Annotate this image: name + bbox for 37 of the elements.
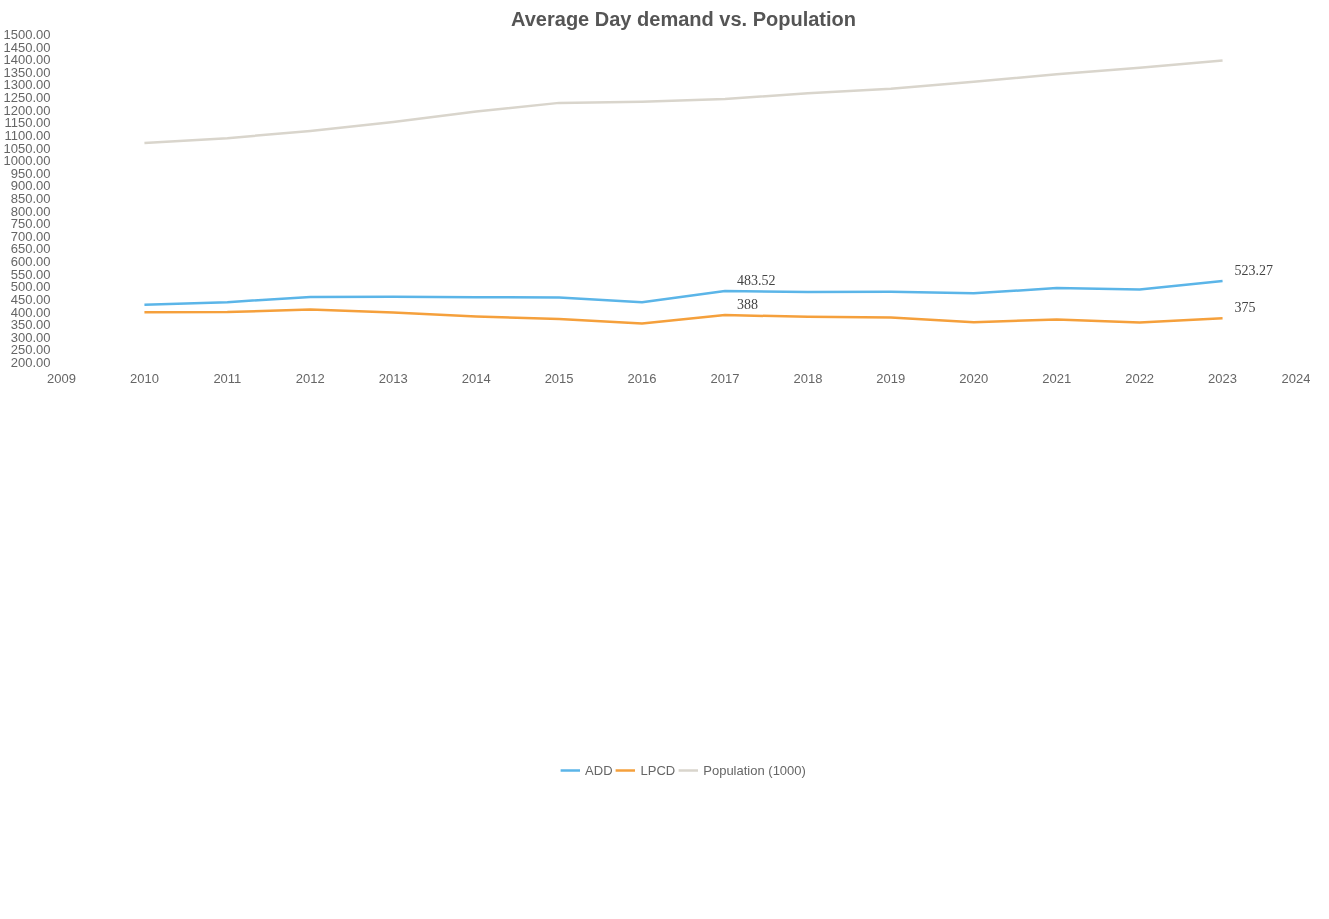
legend-label: ADD [585,762,613,778]
legend-label: Population (1000) [703,762,806,778]
data-label: 523.27 [1234,262,1274,278]
y-tick-label: 1050.00 [3,140,51,156]
y-tick-label: 1450.00 [3,39,51,55]
x-tick-label: 2012 [295,370,325,386]
x-tick-label: 2009 [47,370,76,386]
chart-title: Average Day demand vs. Population [511,7,856,30]
x-tick-label: 2021 [1042,370,1072,386]
y-tick-label: 900.00 [10,178,51,194]
y-tick-label: 250.00 [10,342,51,358]
x-tick-label: 2010 [129,370,159,386]
x-tick-label: 2024 [1281,370,1311,386]
x-tick-label: 2013 [378,370,408,386]
x-tick-label: 2016 [627,370,657,386]
y-tick-label: 650.00 [10,241,51,257]
y-tick-label: 850.00 [10,191,51,206]
legend-label: LPCD [640,762,676,778]
y-tick-label: 800.00 [10,203,51,219]
x-tick-label: 2023 [1208,370,1238,386]
x-tick-label: 2011 [213,370,242,386]
x-tick-label: 2019 [876,370,906,386]
line-series [143,59,1224,145]
y-tick-label: 1300.00 [3,77,51,93]
y-tick-label: 1500.00 [3,27,51,42]
x-tick-label: 2014 [461,370,491,386]
x-tick-label: 2017 [710,370,740,386]
x-tick-label: 2020 [959,370,989,386]
x-tick-label: 2018 [793,370,823,386]
x-tick-label: 2022 [1125,370,1155,386]
x-tick-label: 2015 [544,370,574,386]
data-label: 388 [736,297,758,313]
line-series [143,308,1224,325]
y-tick-label: 200.00 [10,355,51,370]
data-label: 375 [1234,300,1256,316]
data-label: 483.52 [736,272,776,288]
y-tick-label: 400.00 [10,304,51,320]
